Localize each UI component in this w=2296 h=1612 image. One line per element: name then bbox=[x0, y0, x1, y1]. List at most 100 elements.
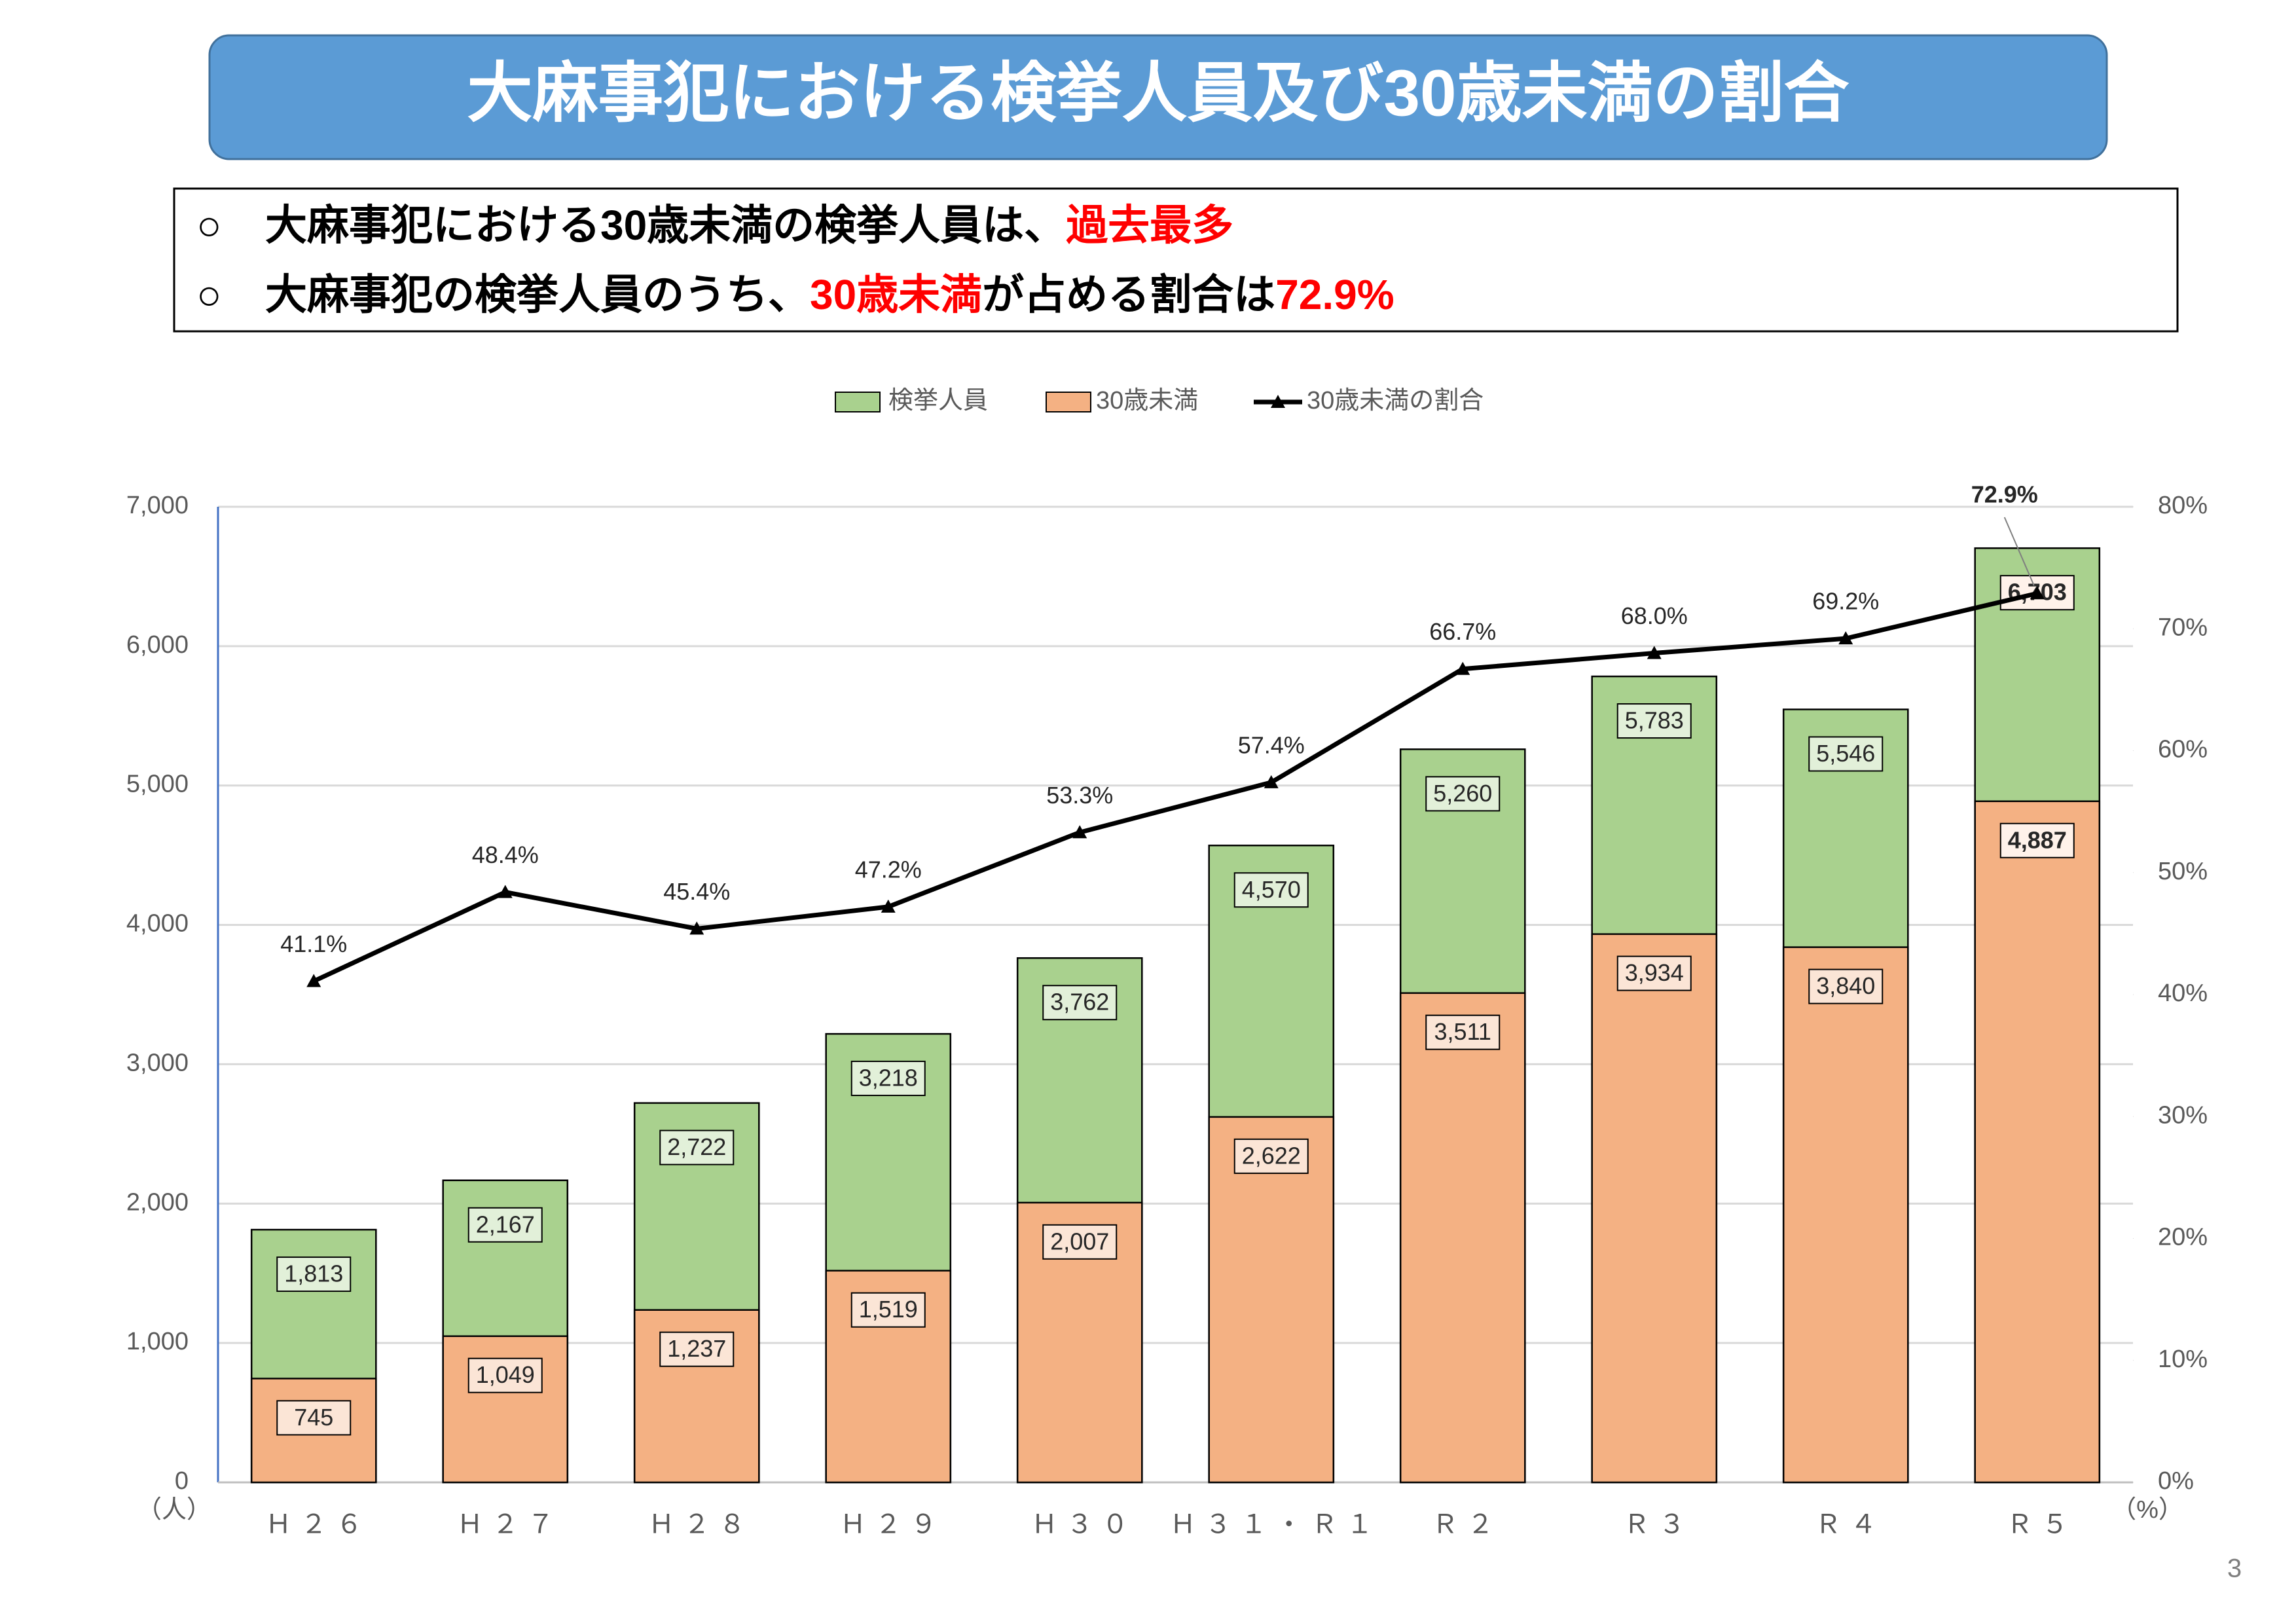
x-tick-label: Ｒ５ bbox=[2007, 1511, 2077, 1539]
value-label-box bbox=[1042, 1224, 1118, 1260]
y-tick-label: 1,000 bbox=[126, 1328, 189, 1355]
line-value-label: 72.9% bbox=[1971, 481, 2038, 508]
legend-swatch bbox=[835, 392, 881, 412]
bullet-marker: ○ bbox=[196, 271, 222, 318]
bar-value-label: 2,622 bbox=[1242, 1142, 1301, 1169]
y-tick-label: 7,000 bbox=[126, 492, 189, 519]
bullet-part: 過去最多 bbox=[1066, 202, 1233, 249]
x-tick-label: Ｈ３１・Ｒ１ bbox=[1170, 1511, 1382, 1539]
bar-value-label: 5,546 bbox=[1816, 740, 1875, 767]
bar-value-label: 3,218 bbox=[859, 1065, 918, 1091]
value-label-box bbox=[1233, 872, 1309, 908]
line-marker bbox=[881, 899, 896, 913]
value-label-box bbox=[1808, 736, 1884, 772]
chart: 0 1,000 2,000 3,000 4,000 5,000 6,000 7,000 0% 10… bbox=[126, 387, 2208, 1539]
line-value-label: 48.4% bbox=[472, 841, 539, 868]
y-tick-label: 2,000 bbox=[126, 1188, 189, 1216]
bar-value-label: 1,237 bbox=[667, 1335, 726, 1362]
bar-value-label: 3,934 bbox=[1625, 959, 1684, 986]
line-marker bbox=[689, 921, 704, 935]
bar-value-label: 2,167 bbox=[476, 1211, 535, 1237]
value-label-box bbox=[467, 1357, 543, 1393]
legend-label: 30歳未満の割合 bbox=[1307, 387, 1484, 414]
y2-tick-label: 40% bbox=[2158, 980, 2208, 1007]
line-value-label: 45.4% bbox=[663, 878, 730, 905]
x-tick-label: Ｈ２９ bbox=[840, 1511, 946, 1539]
legend-label: 検挙人員 bbox=[888, 387, 988, 414]
bullet-part: 大麻事犯の検挙人員のうち、 bbox=[265, 271, 810, 318]
value-label-box bbox=[850, 1061, 926, 1097]
bullet-part: 30歳未満 bbox=[810, 271, 982, 318]
line-marker bbox=[306, 974, 321, 987]
line-marker bbox=[1264, 775, 1279, 788]
line-value-label: 47.2% bbox=[855, 856, 922, 883]
line-value-label: 69.2% bbox=[1812, 588, 1879, 615]
line-marker bbox=[1072, 825, 1087, 839]
bar-value-label: 745 bbox=[294, 1404, 333, 1431]
value-label-box bbox=[850, 1292, 926, 1328]
y2-tick-label: 80% bbox=[2158, 492, 2208, 519]
y2-tick-label: 60% bbox=[2158, 736, 2208, 763]
x-tick-label: Ｈ３０ bbox=[1031, 1511, 1137, 1539]
leader-line bbox=[2003, 517, 2035, 586]
value-label-box bbox=[1808, 968, 1884, 1004]
value-label-box bbox=[1616, 955, 1692, 991]
title: 大麻事犯における検挙人員及び30歳未満の割合 bbox=[467, 56, 1849, 130]
line-marker bbox=[1647, 646, 1662, 659]
bar-value-label: 4,570 bbox=[1242, 876, 1301, 903]
title-banner bbox=[208, 34, 2108, 160]
bar bbox=[1974, 800, 2101, 1484]
value-label-box bbox=[276, 1256, 352, 1292]
line-marker bbox=[2030, 586, 2045, 600]
y-tick-label: 5,000 bbox=[126, 771, 189, 798]
bar-value-label: 5,783 bbox=[1625, 707, 1684, 734]
line-value-label: 66.7% bbox=[1429, 618, 1496, 645]
bullet-text: 大麻事犯の検挙人員のうち、30歳未満が占める割合は72.9% bbox=[265, 271, 1394, 318]
bar-value-label: 1,519 bbox=[859, 1296, 918, 1323]
x-tick-label: Ｈ２６ bbox=[265, 1511, 371, 1539]
value-label-box bbox=[1425, 1014, 1501, 1050]
bar-value-label: 5,260 bbox=[1433, 780, 1492, 807]
value-label-box bbox=[1616, 703, 1692, 739]
line-marker bbox=[1838, 631, 1853, 645]
value-label-box bbox=[1233, 1138, 1309, 1174]
bullet-marker: ○ bbox=[196, 202, 222, 249]
bullet-part: 72.9% bbox=[1275, 271, 1394, 318]
legend-label: 30歳未満 bbox=[1096, 387, 1198, 414]
bar bbox=[1399, 992, 1526, 1484]
y-tick-label: 0 bbox=[175, 1467, 189, 1495]
line-value-label: 68.0% bbox=[1621, 602, 1688, 629]
legend-swatch bbox=[1046, 392, 1091, 412]
bar-value-label: 1,049 bbox=[476, 1361, 535, 1388]
bar-value-label: 4,887 bbox=[2008, 826, 2067, 853]
x-tick-label: Ｒ４ bbox=[1815, 1511, 1886, 1539]
bullet-part: が占める割合は bbox=[982, 271, 1275, 318]
value-label-box bbox=[1042, 985, 1118, 1021]
y2-tick-label: 30% bbox=[2158, 1101, 2208, 1129]
y-unit: （人） bbox=[137, 1496, 211, 1524]
bar-value-label: 3,511 bbox=[1434, 1018, 1491, 1045]
value-label-box bbox=[276, 1400, 352, 1436]
line-value-label: 57.4% bbox=[1238, 731, 1305, 758]
summary-box bbox=[173, 187, 2179, 333]
x-tick-label: Ｈ２８ bbox=[648, 1511, 754, 1539]
value-label-box bbox=[659, 1331, 735, 1367]
y2-unit: （%） bbox=[2111, 1496, 2183, 1524]
legend-marker bbox=[1271, 395, 1285, 408]
line-marker bbox=[498, 885, 513, 898]
x-tick-label: Ｒ３ bbox=[1624, 1511, 1694, 1539]
bar bbox=[1208, 1116, 1335, 1484]
summary: ○ 大麻事犯における30歳未満の検挙人員は、過去最多 ○ 大麻事犯の検挙人員のうち、3… bbox=[196, 202, 1394, 318]
bar-value-label: 3,762 bbox=[1050, 989, 1109, 1016]
value-label-box bbox=[1999, 822, 2075, 858]
x-tick-label: Ｒ２ bbox=[1432, 1511, 1503, 1539]
value-label-box bbox=[1425, 776, 1501, 812]
y-tick-label: 3,000 bbox=[126, 1049, 189, 1076]
page-number: 3 bbox=[2227, 1554, 2242, 1583]
line-value-label: 53.3% bbox=[1046, 782, 1113, 809]
y2-tick-label: 50% bbox=[2158, 858, 2208, 885]
line bbox=[312, 591, 2038, 983]
bar bbox=[1782, 946, 1909, 1484]
bar-value-label: 2,722 bbox=[667, 1133, 726, 1160]
